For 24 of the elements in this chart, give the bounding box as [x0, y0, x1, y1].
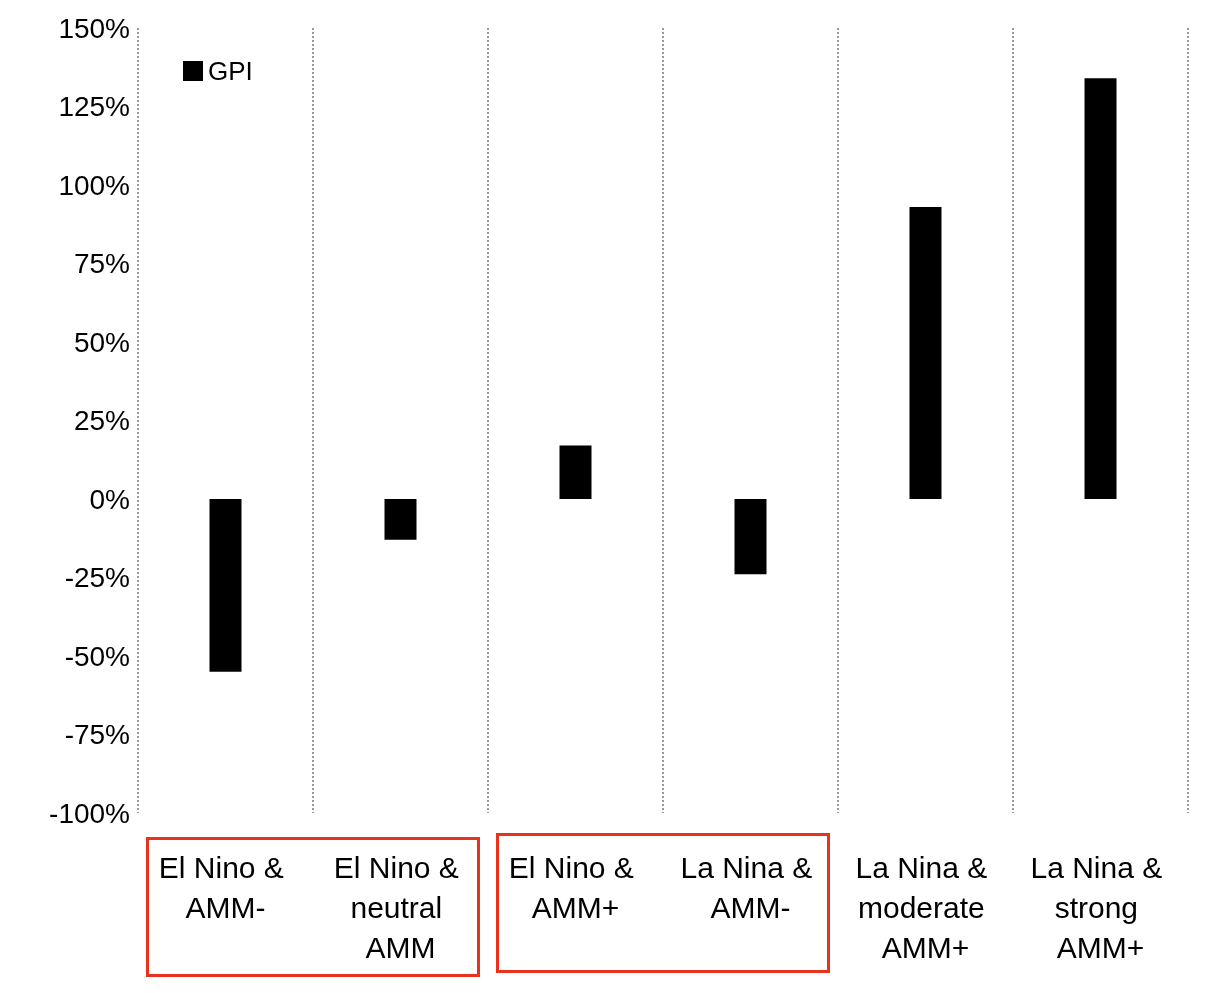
- x-tick-label: La Nina & moderate AMM+: [855, 850, 996, 964]
- y-tick-label: 0%: [89, 483, 130, 515]
- y-tick-label: 25%: [73, 405, 130, 436]
- y-tick-label: -75%: [64, 719, 130, 750]
- bar: [909, 206, 942, 499]
- y-tick-label: -100%: [49, 797, 130, 829]
- x-tick-label: El Nino & AMM+: [508, 850, 643, 924]
- x-tick-label: El Nino & AMM-: [158, 850, 293, 924]
- y-tick-label: 100%: [58, 169, 130, 201]
- bar: [1084, 78, 1117, 499]
- x-tick-label: La Nina & strong AMM+: [1030, 850, 1171, 964]
- y-tick-label: 75%: [73, 248, 130, 279]
- bar: [734, 499, 767, 575]
- y-tick-label: -50%: [64, 640, 130, 672]
- y-tick-label: 125%: [58, 91, 130, 122]
- bar: [384, 499, 417, 540]
- x-tick-label: El Nino & neutral AMM: [333, 850, 468, 964]
- legend-label: GPI: [208, 56, 253, 86]
- y-tick-label: 50%: [73, 326, 130, 358]
- bar: [209, 499, 242, 672]
- x-tick-label: La Nina & AMM-: [680, 850, 821, 924]
- bar: [559, 445, 592, 499]
- y-tick-label: -25%: [64, 562, 130, 593]
- y-tick-label: 150%: [58, 12, 130, 44]
